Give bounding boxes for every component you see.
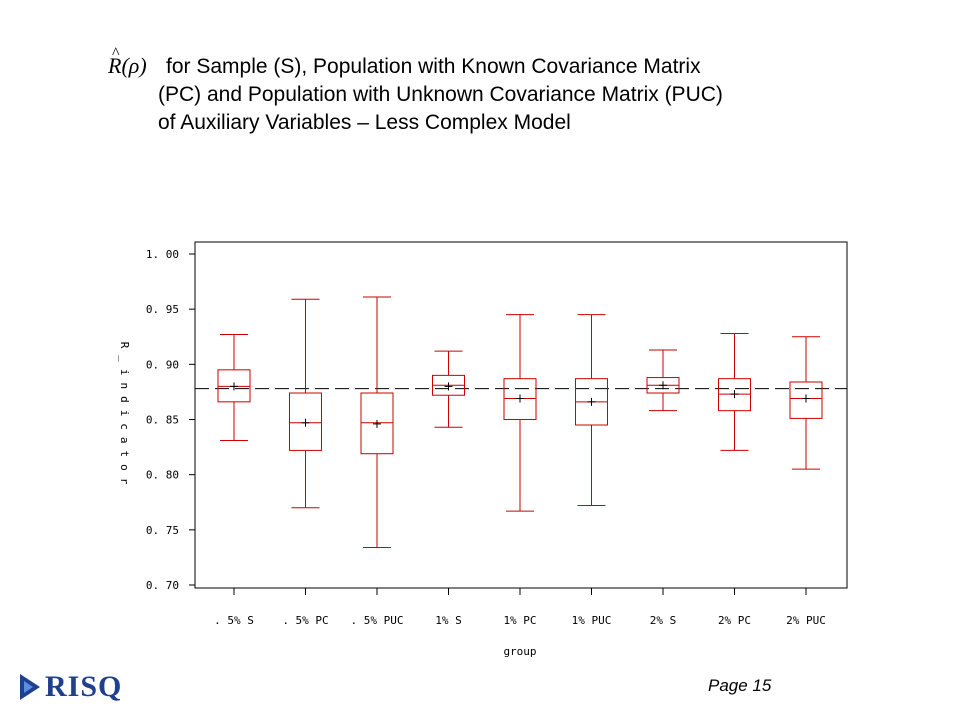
y-label-char: o	[118, 464, 131, 471]
x-tick-label: 2% PUC	[786, 614, 826, 627]
y-tick-label: 0. 75	[146, 524, 179, 537]
x-tick-label: . 5% PUC	[351, 614, 404, 627]
iqr-box	[289, 392, 322, 451]
iqr-box	[503, 378, 537, 420]
y-tick-label: 1. 00	[146, 248, 179, 261]
r-rho-symbol: ^ R(ρ)	[108, 45, 166, 80]
x-tick-label: 1% PC	[503, 614, 536, 627]
box-1	[217, 334, 251, 441]
title-line-1: for Sample (S), Population with Known Co…	[166, 55, 701, 78]
box-7	[646, 349, 680, 412]
box-4	[432, 350, 465, 428]
y-tick-label: 0. 70	[146, 579, 179, 592]
y-tick-label: 0. 85	[146, 414, 179, 427]
slide-title: ^ R(ρ) for Sample (S), Population with Kno…	[108, 45, 828, 137]
y-label-char: i	[118, 369, 131, 376]
y-label-char: i	[118, 410, 131, 417]
y-label-char: t	[118, 450, 131, 457]
y-tick-label: 0. 95	[146, 303, 179, 316]
logo-triangle-icon	[20, 674, 40, 700]
y-axis: 1. 00 0. 95 0. 90 0. 85 0. 80 0. 75 0. 70	[146, 248, 195, 592]
hat-mark: ^	[112, 45, 120, 62]
y-label-char: d	[118, 396, 131, 403]
y-tick-label: 0. 90	[146, 358, 179, 371]
y-label-char: c	[118, 423, 131, 430]
symbol-text: R(ρ)	[108, 53, 147, 78]
page-number: Page 15	[708, 676, 772, 695]
x-tick-label: . 5% S	[214, 614, 254, 627]
risq-logo: RISQ	[18, 672, 122, 702]
y-label-char: _	[118, 355, 131, 362]
x-tick-label: 2% PC	[718, 614, 751, 627]
x-axis-label: group	[503, 645, 536, 658]
box-6	[575, 314, 608, 507]
x-tick-label: 1% S	[435, 614, 462, 627]
box-9	[789, 336, 823, 470]
iqr-box	[217, 369, 251, 403]
box-3	[360, 296, 394, 548]
y-label-char: n	[118, 382, 131, 389]
title-line-2: (PC) and Population with Unknown Covaria…	[158, 83, 723, 106]
y-label-char: r	[118, 478, 131, 485]
y-label-char: a	[118, 437, 131, 444]
iqr-box	[789, 381, 823, 419]
y-label-char: R	[118, 342, 131, 349]
box-group	[217, 296, 823, 548]
x-tick-label: . 5% PC	[282, 614, 328, 627]
box-5	[503, 314, 537, 512]
y-tick-label: 0. 80	[146, 469, 179, 482]
x-tick-label: 1% PUC	[572, 614, 612, 627]
box-2	[289, 298, 322, 509]
title-line-3: of Auxiliary Variables – Less Complex Mo…	[158, 111, 571, 134]
plot-frame	[194, 241, 848, 589]
x-tick-label: 2% S	[650, 614, 677, 627]
iqr-box	[360, 392, 394, 455]
box-8	[718, 332, 751, 451]
iqr-box	[718, 378, 751, 412]
x-axis: . 5% S . 5% PC . 5% PUC 1% S 1% PC 1% PUC 2% S…	[214, 588, 826, 627]
logo-text: RISQ	[45, 670, 123, 703]
